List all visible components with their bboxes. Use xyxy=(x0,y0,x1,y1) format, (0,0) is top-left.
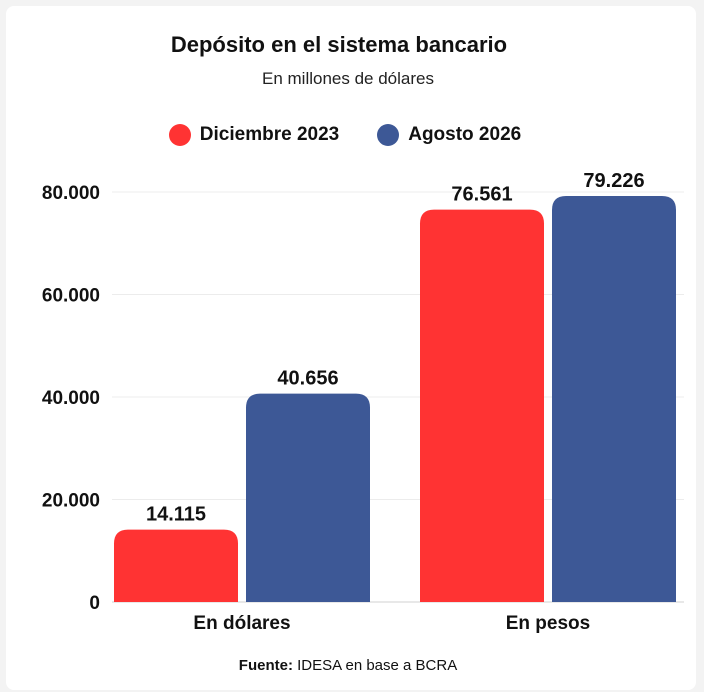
x-category-label: En dólares xyxy=(193,613,290,634)
y-tick-label: 40.000 xyxy=(42,388,100,409)
legend-label-series-0: Diciembre 2023 xyxy=(199,124,340,145)
legend-label-series-1: Agosto 2026 xyxy=(408,124,522,145)
bar-0-0 xyxy=(114,529,238,602)
legend-swatch-series-0 xyxy=(168,124,191,146)
x-category-label: En pesos xyxy=(506,613,590,634)
bar-1-1 xyxy=(552,195,676,603)
legend: Diciembre 2023 Agosto 2026 xyxy=(0,124,690,146)
bar-1-0 xyxy=(246,393,370,602)
y-tick-label: 60.000 xyxy=(42,286,100,307)
legend-item-series-0: Diciembre 2023 xyxy=(168,124,340,146)
data-label: 14.115 xyxy=(146,504,206,526)
source-note: Fuente: IDESA en base a BCRA xyxy=(0,657,696,674)
y-tick-label: 0 xyxy=(89,593,100,614)
legend-swatch-series-1 xyxy=(377,124,400,146)
data-label: 40.656 xyxy=(277,368,338,390)
legend-item-series-1: Agosto 2026 xyxy=(377,124,521,146)
y-tick-label: 80.000 xyxy=(42,183,100,204)
source-label: Fuente: xyxy=(238,657,293,674)
bar-0-1 xyxy=(420,209,544,602)
source-text: IDESA en base a BCRA xyxy=(297,657,458,674)
chart-title: Depósito en el sistema bancario xyxy=(170,32,508,57)
chart-subtitle: En millones de dólares xyxy=(262,69,434,88)
y-tick-label: 20.000 xyxy=(42,491,100,512)
data-label: 79.226 xyxy=(583,170,644,192)
data-label: 76.561 xyxy=(451,184,512,206)
